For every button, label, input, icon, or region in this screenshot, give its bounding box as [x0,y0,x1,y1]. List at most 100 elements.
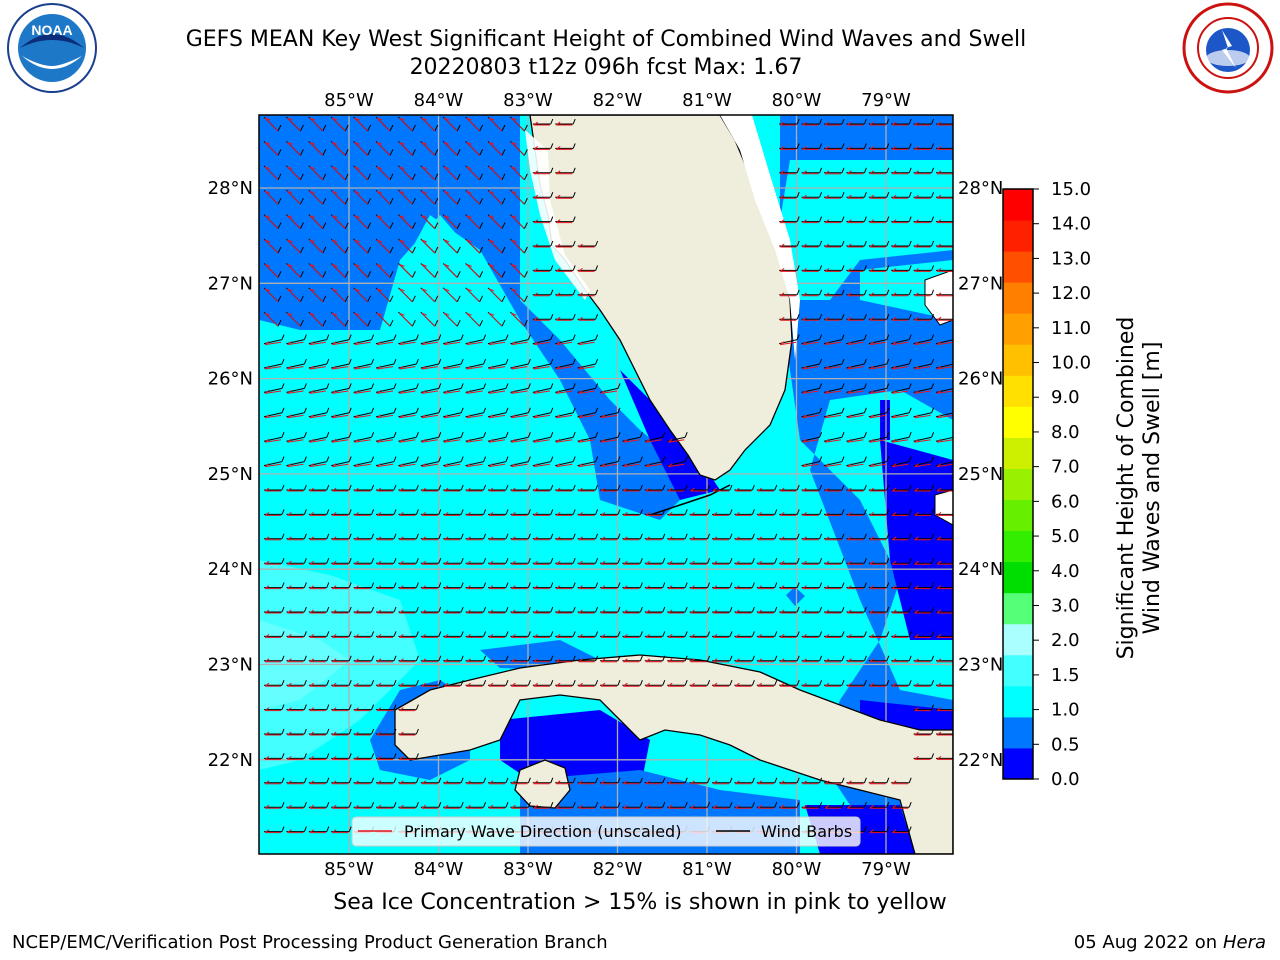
wind-barb [756,802,778,809]
wind-barb [510,432,531,443]
wind-barb [667,533,688,541]
wind-barb [420,777,442,785]
wind-barb [846,289,867,297]
footer-credit: NCEP/EMC/Verification Post Processing Pr… [12,932,608,953]
colorbar-segment [1003,592,1033,625]
wind-barb [331,655,352,663]
wind-barb [330,214,349,229]
colorbar-tick-label: 4.0 [1051,561,1080,582]
wind-barb [577,509,599,516]
wind-barb [936,707,953,712]
wind-barb [868,118,890,126]
wind-barb [420,509,442,516]
wind-barb [644,802,666,809]
wind-barb [824,167,845,175]
cuba-landmass [394,654,953,854]
wind-barb [376,777,397,785]
wind-barb [420,116,439,132]
wind-barb [891,777,912,785]
wind-barb [555,240,576,248]
wind-barb [577,456,599,468]
wind-barb [846,407,867,419]
wind-barb [577,289,599,297]
wind-barb [846,558,867,565]
wind-barb [263,214,282,229]
wind-barb [488,655,509,663]
wind-barb [846,606,867,614]
wind-barb [824,143,845,150]
wind-barb [891,407,912,419]
wind-barb [465,631,487,638]
wind-barb [263,165,282,181]
wind-barb [532,167,554,175]
wind-barb [532,265,554,272]
wind-barb [510,334,531,346]
wind-barb [465,582,487,590]
wind-barb [667,484,688,492]
wind-barb [600,680,621,687]
wind-barb [465,484,487,492]
wind-barb [734,582,755,590]
wind-barb [532,432,554,443]
wind-barb [935,412,953,419]
wind-barb [756,777,778,785]
wind-barb [756,558,778,565]
wind-barb [824,509,845,516]
wind-barb [577,314,599,321]
wind-barb [465,238,484,254]
wind-barb [868,192,890,199]
map-legend: Primary Wave Direction (unscaled) Wind B… [351,816,861,847]
wind-barb [779,143,800,150]
wind-barb [824,265,845,272]
wind-barb [443,655,464,663]
wind-barb [935,388,953,394]
wind-barb [353,558,375,565]
wind-barb [308,358,330,370]
wind-barb [734,631,755,638]
lon-labels-top: 85°W 84°W 83°W 82°W 81°W 80°W 79°W [324,90,911,111]
wind-barb [375,432,397,443]
wind-barb [376,753,397,760]
colorbar-segment [1003,282,1033,314]
wind-barb [891,167,912,175]
wind-barb [308,655,330,663]
wind-barb [801,631,823,638]
wind-barb [824,216,845,224]
wind-barb [712,558,733,565]
wind-barb [353,680,375,687]
wind-barb [667,802,688,809]
wind-barb [868,358,890,370]
wind-barb [353,214,372,229]
colorbar-tick-label: 2.0 [1051,630,1080,651]
wind-barb [263,287,282,303]
lat-label-right: 26°N [958,369,1003,390]
wind-barb [375,358,397,370]
wind-barb [689,509,711,516]
wind-barb [353,753,375,760]
wind-barb [891,631,912,638]
wind-barb [532,558,554,565]
lat-label-left: 22°N [208,750,253,771]
wind-barb [375,383,397,394]
wind-barb [442,311,461,327]
wind-barb [667,606,688,614]
wind-barb [264,704,285,712]
colorbar-segment [1003,220,1033,252]
wind-barb [555,167,576,175]
wind-barb [375,334,397,346]
wind-barb [376,533,397,541]
wind-barb [891,606,912,614]
wind-barb [353,655,375,663]
lon-label-bottom: 83°W [503,859,553,880]
wind-barb [577,680,599,687]
wind-barb [756,606,778,614]
lat-label-right: 28°N [958,178,1003,199]
wind-barb [600,802,621,809]
wind-barb [487,116,506,132]
wind-barb [264,655,285,663]
wind-barb [622,456,643,468]
wind-barb [622,777,643,785]
wind-barb [286,287,304,303]
wind-barb [398,582,419,590]
wind-barb [801,383,823,394]
